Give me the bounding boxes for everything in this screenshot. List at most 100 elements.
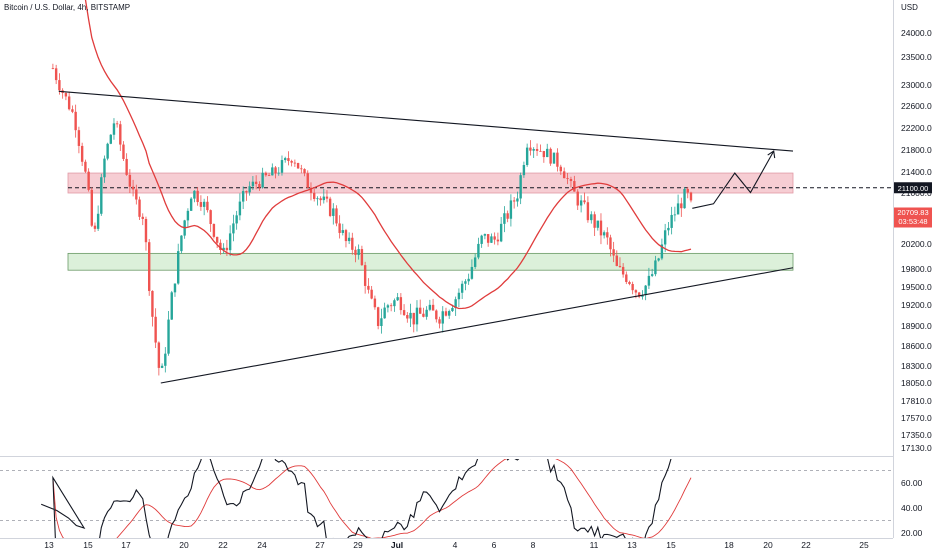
candle-body — [625, 274, 628, 282]
candle — [618, 257, 622, 268]
candle-body — [583, 200, 586, 203]
candle — [663, 223, 667, 253]
candle-body — [125, 158, 128, 175]
candle — [228, 225, 232, 257]
candle-body — [499, 223, 503, 242]
candle-body — [539, 150, 542, 152]
candle-body — [506, 213, 509, 219]
candle — [525, 143, 529, 167]
candle — [360, 245, 364, 266]
candle — [431, 298, 435, 311]
candle — [135, 184, 138, 205]
candle — [338, 215, 341, 239]
candle — [335, 205, 338, 227]
candle — [138, 196, 141, 221]
candle-body — [419, 307, 422, 314]
candle-body — [454, 299, 457, 308]
candle — [683, 187, 686, 209]
time-tick-label: 15 — [83, 540, 93, 550]
candle-body — [106, 143, 109, 159]
candle-body — [552, 152, 556, 164]
candle-body — [562, 171, 566, 179]
price-tick-label: 20200.00 — [901, 239, 932, 249]
candle — [77, 126, 81, 154]
time-tick-label: 13 — [627, 540, 637, 550]
candle-body — [393, 300, 396, 307]
candle-body — [202, 201, 206, 207]
candle — [599, 213, 603, 245]
candle-body — [177, 251, 180, 284]
level-price-label: 21100.00 — [898, 184, 929, 193]
candle-body — [209, 210, 212, 225]
candle-body — [569, 179, 573, 182]
candle-body — [258, 184, 261, 188]
candle-body — [559, 166, 562, 172]
candle-body — [657, 258, 660, 261]
candle-body — [196, 190, 199, 203]
candle-body — [612, 249, 615, 256]
candle-body — [77, 130, 81, 146]
candle — [499, 217, 503, 243]
candle-body — [425, 309, 428, 317]
chart-title: Bitcoin / U.S. Dollar, 4h, BITSTAMP — [4, 3, 130, 12]
candle — [576, 189, 579, 211]
candle — [660, 238, 664, 261]
candle-body — [422, 313, 425, 317]
candle — [232, 214, 235, 242]
candle — [206, 196, 209, 213]
candle — [274, 165, 277, 179]
price-tick-label: 22200.00 — [901, 123, 932, 133]
candle-body — [300, 168, 303, 170]
candle-body — [335, 208, 338, 224]
candle-body — [637, 292, 641, 297]
candle-body — [660, 244, 664, 259]
candle — [593, 211, 596, 237]
candle — [556, 148, 559, 172]
candle — [406, 312, 409, 323]
candle — [389, 303, 393, 312]
candle-body — [261, 172, 264, 188]
candle-body — [389, 305, 393, 307]
candle — [631, 281, 634, 295]
candle-body — [473, 257, 477, 267]
candle-body — [680, 203, 683, 209]
candle — [164, 347, 167, 373]
candle — [293, 159, 297, 167]
price-tick-label: 18300.00 — [901, 361, 932, 371]
candle — [332, 203, 335, 225]
candle-body — [512, 200, 516, 202]
candle — [454, 296, 457, 316]
candle-body — [212, 224, 216, 237]
candle-body — [480, 235, 483, 244]
rsi-pane — [0, 459, 893, 538]
candle-body — [650, 274, 654, 276]
candle-body — [546, 148, 549, 158]
time-tick-label: 22 — [218, 540, 228, 550]
candle-body — [103, 158, 106, 178]
candle — [529, 140, 532, 156]
candle-body — [396, 297, 399, 301]
candle — [109, 134, 112, 145]
candle — [647, 267, 651, 290]
candle-body — [112, 123, 116, 135]
candle — [650, 268, 654, 278]
candle — [637, 291, 641, 299]
candle — [209, 209, 212, 232]
rsi-axis: 60.00 40.00 20.00 — [901, 478, 923, 538]
candle-body — [160, 365, 164, 368]
candle — [367, 278, 370, 294]
candle — [325, 190, 329, 203]
candle — [306, 170, 309, 189]
candle-body — [306, 173, 309, 188]
candle-body — [251, 181, 255, 187]
price-tick-label: 19800.00 — [901, 264, 932, 274]
candle-body — [503, 213, 506, 224]
candle — [170, 290, 173, 320]
candle-body — [64, 92, 68, 97]
candle — [261, 167, 264, 189]
candle — [128, 169, 132, 193]
candle — [222, 243, 225, 254]
candle-body — [522, 165, 526, 176]
candle — [180, 235, 183, 254]
